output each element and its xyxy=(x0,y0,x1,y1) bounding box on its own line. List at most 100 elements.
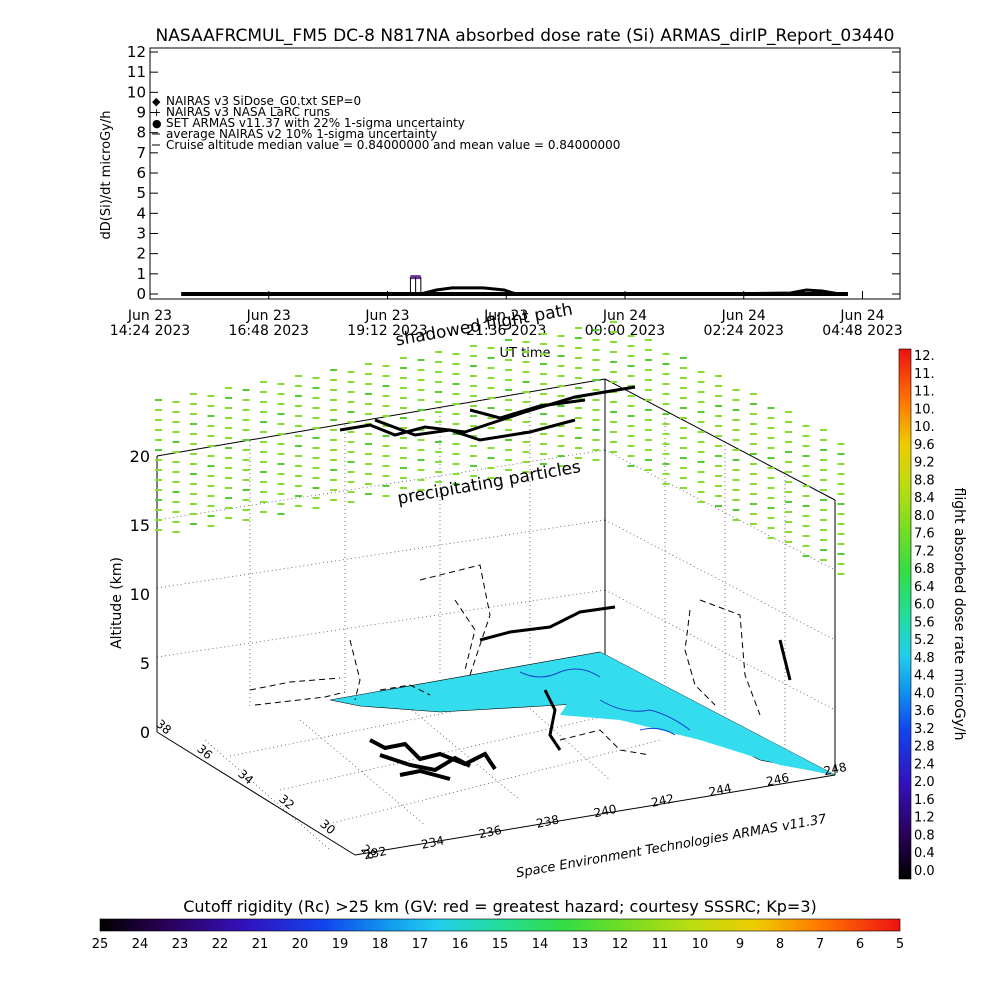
dose-rate-tick-label: 4.0 xyxy=(914,686,935,701)
top-x-tick-label-time: 21:36 2023 xyxy=(466,323,546,339)
altitude-tick-label: 10 xyxy=(130,585,150,604)
cutoff-rigidity-tick-label: 25 xyxy=(92,937,109,952)
dose-rate-tick-label: 1.6 xyxy=(914,793,935,808)
dose-rate-tick-label: 0.0 xyxy=(914,864,935,879)
dose-rate-tick-label: 2.8 xyxy=(914,740,935,755)
top-x-tick-label-day: Jun 24 xyxy=(602,308,647,324)
longitude-tick-label: 246 xyxy=(765,770,790,788)
cutoff-rigidity-tick-label: 11 xyxy=(652,937,669,952)
top-x-tick-label-day: Jun 24 xyxy=(721,308,766,324)
legend-marker: ◆ xyxy=(152,95,161,108)
dose-rate-tick-label: 9.6 xyxy=(914,438,935,453)
altitude-axis-label: Altitude (km) xyxy=(109,557,125,649)
dose-rate-tick-label: 4.8 xyxy=(914,651,935,666)
top-y-tick-label: 8 xyxy=(136,124,146,142)
legend-marker: ● xyxy=(152,117,162,130)
dose-rate-tick-label: 5.2 xyxy=(914,633,935,648)
figure-title: NASAAFRCMUL_FM5 DC-8 N817NA absorbed dos… xyxy=(156,26,895,46)
dose-rate-tick-label: 6.0 xyxy=(914,598,935,613)
longitude-tick-label: 236 xyxy=(478,823,503,841)
coastline-detail xyxy=(519,668,691,736)
flight-path-dashed xyxy=(249,564,761,756)
dose-rate-tick-label: 7.6 xyxy=(914,527,935,542)
top-x-tick-label-day: Jun 23 xyxy=(364,308,409,324)
dose-rate-tick-label: 8.8 xyxy=(914,473,935,488)
cutoff-rigidity-tick-label: 6 xyxy=(856,937,864,952)
dose-rate-tick-label: 2.0 xyxy=(914,775,935,790)
top-plot-frame xyxy=(149,47,901,300)
cutoff-rigidity-tick-label: 14 xyxy=(532,937,549,952)
top-y-tick-label: 12 xyxy=(127,43,146,61)
cutoff-rigidity-tick-label: 20 xyxy=(292,937,309,952)
top-y-axis-label: dD(Si)/dt microGy/h xyxy=(99,111,114,240)
longitude-tick-label: 242 xyxy=(650,791,675,809)
top-y-tick-label: 4 xyxy=(136,204,146,222)
cutoff-rigidity-tick-label: 9 xyxy=(736,937,744,952)
top-y-tick-label: 2 xyxy=(136,245,146,263)
top-y-tick-label: 9 xyxy=(136,104,146,122)
dose-rate-colorbar-label: flight absorbed dose rate microGy/h xyxy=(951,488,967,741)
top-y-tick-label: 1 xyxy=(136,265,146,283)
nairas-series-line xyxy=(181,286,848,296)
longitude-tick-label: 248 xyxy=(823,760,848,778)
latitude-tick-label: 36 xyxy=(194,742,215,763)
cutoff-rigidity-tick-label: 17 xyxy=(412,937,429,952)
cutoff-rigidity-tick-label: 7 xyxy=(816,937,824,952)
longitude-tick-label: 234 xyxy=(420,833,445,851)
top-y-tick-label: 3 xyxy=(136,225,146,243)
dose-rate-colorbar: 12. 11. 11. 10. 10. 9.6 9.2 8.8 8.4 8.0 7.6 7.2 6.8 6… xyxy=(898,348,967,880)
cutoff-rigidity-colorbar: Cutoff rigidity (Rc) >25 km (GV: red = g… xyxy=(92,897,904,952)
box-edges xyxy=(156,378,836,856)
legend-entry: NAIRAS v3 SiDose_G0.txt SEP=0 xyxy=(166,94,361,108)
dose-rate-tick-label: 6.4 xyxy=(914,580,935,595)
top-x-tick-label-time: 00:00 2023 xyxy=(585,323,665,339)
top-y-tick-label: 0 xyxy=(136,285,146,303)
cutoff-rigidity-tick-label: 24 xyxy=(132,937,149,952)
dose-rate-tick-label: 3.6 xyxy=(914,704,935,719)
longitude-tick-label: 244 xyxy=(708,781,733,799)
dose-rate-tick-label: 0.8 xyxy=(914,828,935,843)
dose-rate-tick-label: 10. xyxy=(914,402,935,417)
dose-rate-tick-label: 1.2 xyxy=(914,811,935,826)
dose-rate-tick-label: 5.6 xyxy=(914,615,935,630)
dose-rate-tick-label: 6.8 xyxy=(914,562,935,577)
top-x-tick-label-time: 14:24 2023 xyxy=(110,323,190,339)
dose-rate-tick-label: 11. xyxy=(914,367,935,382)
dose-rate-tick-label: 11. xyxy=(914,385,935,400)
altitude-tick-label: 20 xyxy=(130,447,150,466)
dose-rate-tick-label: 2.4 xyxy=(914,757,935,772)
top-y-tick-label: 10 xyxy=(127,83,146,101)
cutoff-rigidity-tick-label: 23 xyxy=(172,937,189,952)
top-x-tick-label-day: Jun 24 xyxy=(839,308,884,324)
axis-3d-ticks: 0510152023223423623824024224424624828303… xyxy=(130,447,848,862)
longitude-tick-label: 240 xyxy=(593,802,618,820)
cutoff-rigidity-colorbar-fill xyxy=(99,918,901,932)
flight-track-surface xyxy=(369,738,497,781)
footer-credit: Space Environment Technologies ARMAS v11… xyxy=(515,812,828,882)
top-x-tick-label-day: Jun 23 xyxy=(246,308,291,324)
cutoff-rigidity-tick-label: 18 xyxy=(372,937,389,952)
dose-rate-tick-label: 3.2 xyxy=(914,722,935,737)
cutoff-rigidity-tick-label: 10 xyxy=(692,937,709,952)
cutoff-rigidity-tick-label: 15 xyxy=(492,937,509,952)
longitude-tick-label: 238 xyxy=(535,812,560,830)
precipitating-particles-label: precipitating particles xyxy=(396,457,583,509)
top-x-tick-label-day: Jun 23 xyxy=(483,308,528,324)
latitude-tick-label: 38 xyxy=(153,717,174,738)
dose-rate-tick-label: 8.0 xyxy=(914,509,935,524)
altitude-tick-label: 0 xyxy=(140,723,150,742)
cutoff-rigidity-tick-label: 5 xyxy=(896,937,904,952)
cutoff-rigidity-tick-label: 13 xyxy=(572,937,589,952)
cutoff-rigidity-colorbar-ticks: 25 24 23 22 21 20 19 18 17 16 15 14 13 12 11 10 9 8 7 6 5 xyxy=(92,937,904,952)
precipitating-particles-layer xyxy=(155,321,845,575)
globe-3d-plot: 0510152023223423623824024224424624828303… xyxy=(109,300,848,882)
top-x-tick-label-time: 02:24 2023 xyxy=(704,323,784,339)
dose-rate-tick-label: 12. xyxy=(914,349,935,364)
dose-rate-tick-label: 8.4 xyxy=(914,491,935,506)
dose-rate-tick-label: 10. xyxy=(914,420,935,435)
top-x-tick-label-day: Jun 23 xyxy=(127,308,172,324)
longitude-tick-label: 232 xyxy=(363,844,388,862)
